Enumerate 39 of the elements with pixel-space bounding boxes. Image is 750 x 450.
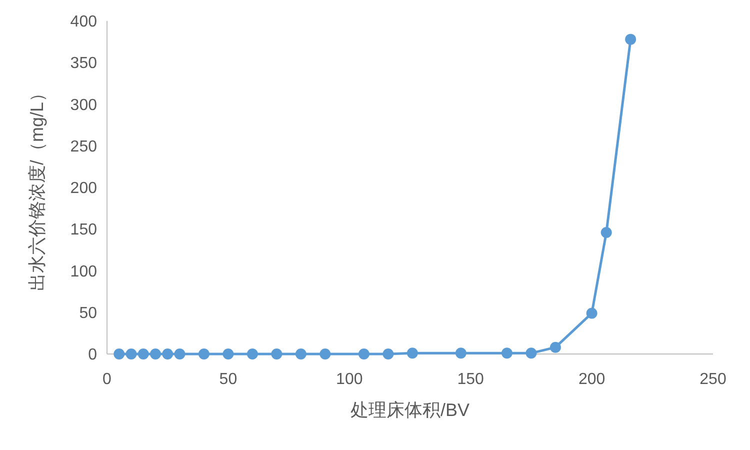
point: [126, 348, 137, 360]
x-tick-label: 200: [578, 371, 606, 388]
y-tick-label: 0: [88, 346, 98, 364]
point: [501, 348, 512, 359]
point: [526, 348, 537, 359]
x-tick-label: 150: [457, 371, 484, 388]
point: [358, 348, 370, 360]
point: [586, 308, 598, 319]
point: [625, 34, 636, 45]
point: [320, 348, 331, 360]
y-tick-label: 100: [70, 263, 98, 280]
y-tick-label: 200: [70, 180, 98, 198]
point: [246, 348, 258, 360]
y-tick-label: 400: [70, 14, 98, 31]
y-tick-label: 350: [70, 55, 98, 72]
point: [382, 348, 394, 360]
y-tick-label: 150: [70, 222, 98, 239]
x-tick-label: 250: [700, 371, 726, 388]
point: [295, 348, 306, 360]
y-axis-title: 出水六价铬浓度/（mg/L）: [27, 84, 47, 292]
point: [455, 348, 466, 359]
point: [114, 348, 125, 360]
x-tick-label: 100: [336, 371, 363, 388]
point: [138, 348, 149, 360]
point: [198, 348, 210, 360]
point: [550, 342, 561, 353]
y-tick-label: 250: [70, 138, 98, 156]
x-tick-label: 50: [219, 371, 238, 388]
point: [162, 348, 174, 360]
x-axis-title: 处理床体积/BV: [350, 400, 470, 420]
point: [600, 226, 612, 238]
point: [406, 348, 418, 359]
point: [271, 348, 282, 360]
point: [150, 348, 161, 360]
point: [222, 348, 234, 360]
y-tick-label: 300: [70, 96, 98, 114]
x-tick-label: 0: [102, 371, 112, 388]
y-tick-label: 50: [79, 304, 98, 322]
point: [174, 348, 186, 360]
